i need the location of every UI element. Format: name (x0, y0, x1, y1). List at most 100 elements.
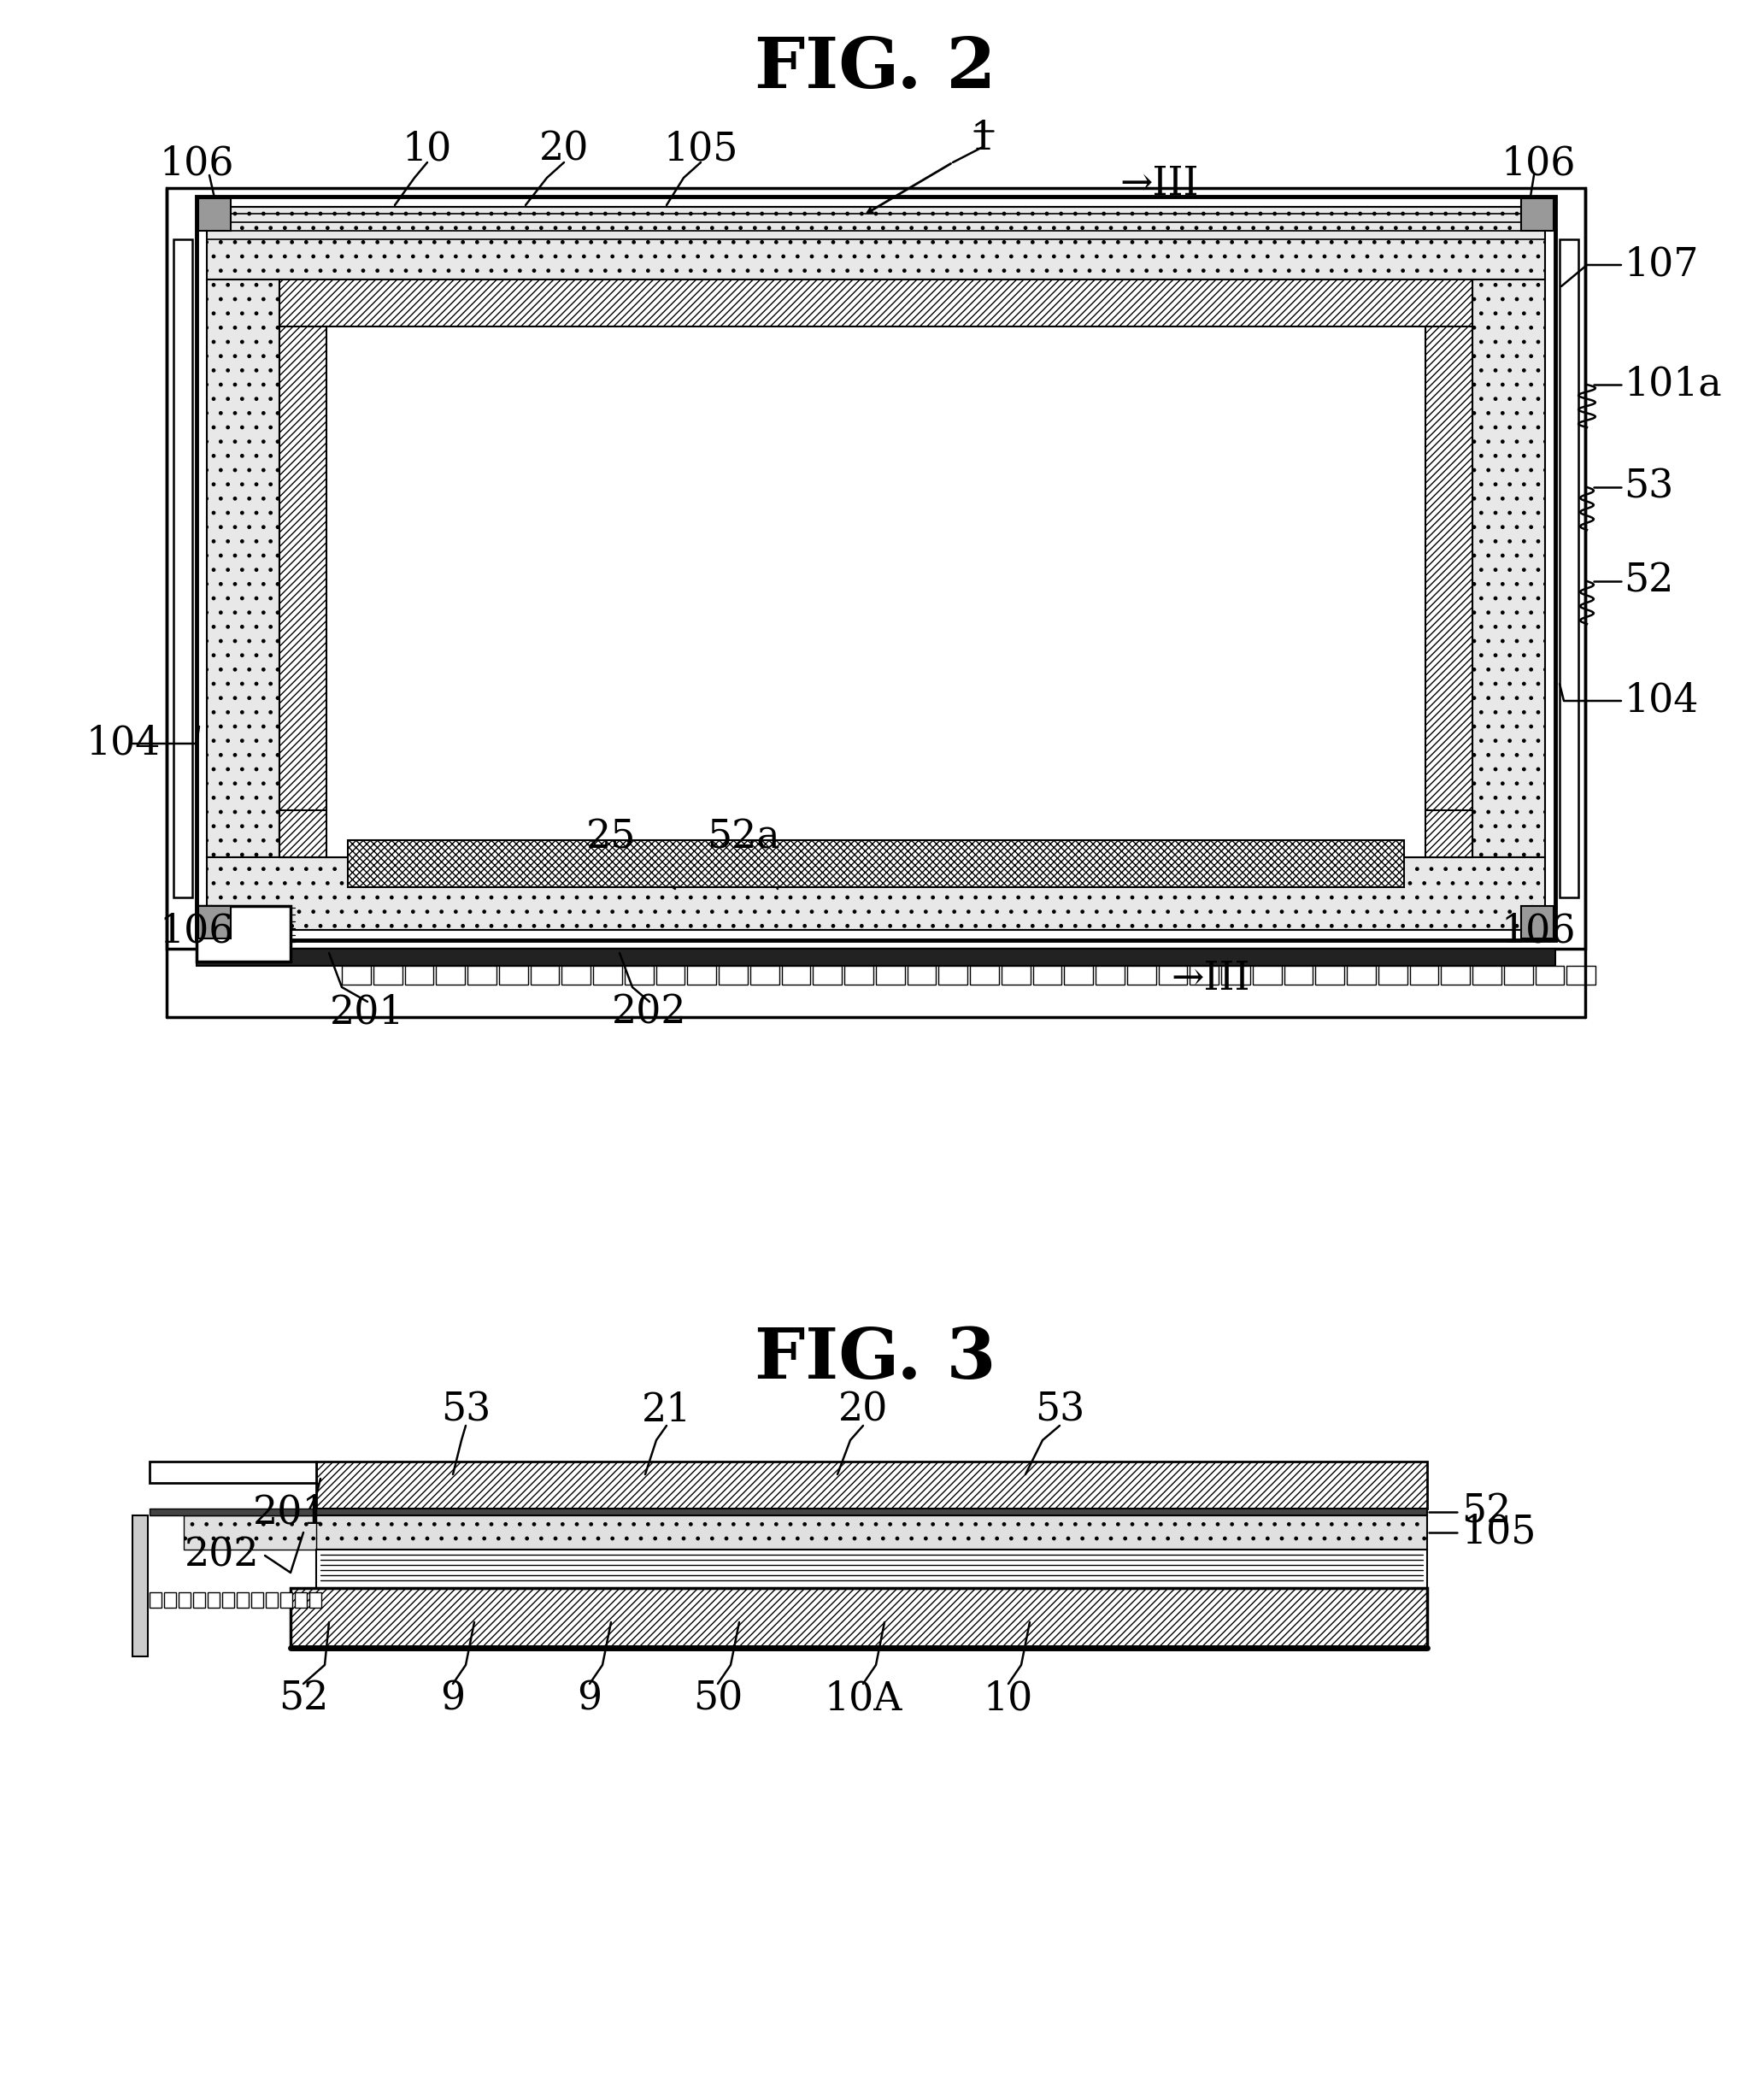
Bar (1522, 905, 1553, 939)
Text: 52a: 52a (707, 819, 779, 857)
Text: 106: 106 (159, 911, 235, 951)
Bar (1189, 966, 1219, 985)
Text: 105: 105 (1462, 1514, 1536, 1552)
Bar (179, 1592, 191, 1609)
Bar (718, 966, 748, 985)
Bar (1033, 966, 1061, 985)
Bar (207, 857, 1544, 930)
Text: 201: 201 (254, 1493, 327, 1533)
Bar (294, 1592, 306, 1609)
Bar (310, 1592, 322, 1609)
Bar (970, 966, 998, 985)
Bar (236, 1592, 249, 1609)
Bar (280, 325, 326, 857)
Text: 52: 52 (1462, 1493, 1511, 1531)
Text: 106: 106 (159, 145, 235, 183)
Bar (208, 1592, 219, 1609)
Bar (594, 966, 622, 985)
Bar (499, 966, 527, 985)
Bar (812, 966, 842, 985)
Bar (1473, 966, 1501, 985)
Text: 53: 53 (1623, 468, 1674, 506)
Bar (688, 966, 716, 985)
Bar (1002, 966, 1030, 985)
Text: 20: 20 (839, 1390, 888, 1430)
Bar (149, 1592, 161, 1609)
Text: 21: 21 (641, 1390, 692, 1430)
Text: 106: 106 (1501, 145, 1576, 183)
Bar (196, 905, 291, 962)
Text: 104: 104 (1623, 682, 1698, 720)
Bar (193, 1592, 205, 1609)
Bar (1315, 966, 1345, 985)
Bar (749, 966, 779, 985)
Text: 1: 1 (970, 120, 995, 157)
Bar (436, 966, 464, 985)
Text: FIG. 3: FIG. 3 (755, 1325, 996, 1392)
Text: 52: 52 (1623, 563, 1674, 601)
Bar (317, 1508, 1427, 1516)
Text: 9: 9 (578, 1680, 602, 1718)
Bar (468, 966, 496, 985)
Text: FIG. 2: FIG. 2 (755, 34, 996, 103)
Text: 52: 52 (278, 1680, 329, 1718)
Text: →III: →III (1171, 960, 1250, 997)
Bar (404, 966, 434, 985)
Bar (317, 1462, 1427, 1508)
Text: 50: 50 (693, 1680, 742, 1718)
Bar (1128, 966, 1156, 985)
Text: 10A: 10A (825, 1680, 902, 1718)
Bar (1159, 966, 1187, 985)
Bar (280, 1592, 292, 1609)
Bar (280, 811, 1473, 857)
Bar (1560, 239, 1578, 897)
Bar (198, 197, 231, 231)
Bar (207, 279, 280, 857)
Bar (1410, 966, 1438, 985)
Bar (1252, 966, 1282, 985)
Text: 9: 9 (441, 1680, 466, 1718)
Bar (1283, 966, 1313, 985)
Bar (1378, 966, 1408, 985)
Bar (250, 1592, 263, 1609)
Text: 104: 104 (86, 724, 159, 762)
Text: 20: 20 (539, 130, 588, 168)
Bar (196, 949, 1555, 966)
Bar (149, 1462, 317, 1483)
Bar (222, 1592, 235, 1609)
Bar (149, 1508, 317, 1516)
Bar (1536, 966, 1564, 985)
Bar (657, 966, 685, 985)
Bar (348, 840, 1404, 886)
Bar (166, 189, 1585, 949)
Bar (196, 197, 1555, 941)
Text: 202: 202 (613, 993, 686, 1033)
Bar (562, 966, 590, 985)
Bar (198, 905, 231, 939)
Bar (1504, 966, 1532, 985)
Bar (317, 1550, 1427, 1588)
Bar (291, 1588, 1427, 1648)
Text: 201: 201 (331, 993, 404, 1033)
Bar (373, 966, 403, 985)
Bar (1441, 966, 1469, 985)
Bar (341, 966, 371, 985)
Bar (317, 1516, 1427, 1550)
Text: 101a: 101a (1623, 365, 1721, 403)
Bar (266, 1592, 278, 1609)
Bar (1220, 966, 1250, 985)
Text: 10: 10 (984, 1680, 1033, 1718)
Text: →III: →III (1119, 164, 1198, 204)
Bar (531, 966, 559, 985)
Bar (1096, 966, 1124, 985)
Text: 107: 107 (1623, 246, 1698, 284)
Text: 202: 202 (186, 1537, 259, 1575)
Text: 53: 53 (441, 1390, 490, 1430)
Bar (625, 966, 653, 985)
Bar (184, 1516, 317, 1550)
Bar (844, 966, 874, 985)
Bar (173, 239, 193, 897)
Bar (326, 325, 1425, 857)
Bar (1473, 279, 1544, 857)
Text: 105: 105 (664, 130, 739, 168)
